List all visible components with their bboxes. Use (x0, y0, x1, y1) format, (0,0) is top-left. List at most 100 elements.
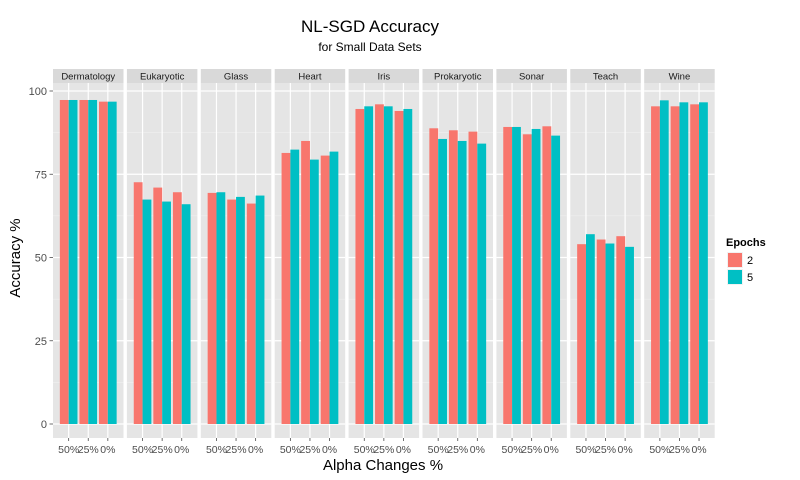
chart-title: NL-SGD Accuracy (301, 17, 439, 36)
legend-label-5: 5 (747, 272, 753, 284)
facet-panel-sonar: Sonar 50%25% 0% (496, 69, 567, 456)
bar-iris-0pct-epochs-5 (403, 108, 413, 425)
facet-panel-glass: Glass 50%25% 0% (200, 69, 272, 456)
bar-dermatology-25pct-epochs-5 (88, 99, 98, 424)
facet-strip-label: Teach (593, 72, 618, 83)
bar-wine-25pct-epochs-5 (679, 102, 689, 425)
bar-wine-25pct-epochs-2 (670, 106, 680, 425)
x-tick-label: 0% (691, 444, 706, 456)
bar-teach-50pct-epochs-5 (585, 234, 595, 424)
bar-glass-50pct-epochs-5 (216, 192, 226, 424)
bar-sonar-0pct-epochs-5 (551, 135, 561, 424)
legend: Epochs 2 5 (726, 237, 766, 285)
x-tick-label: 50% (58, 444, 79, 456)
bar-glass-25pct-epochs-5 (236, 196, 245, 424)
y-tick-label: 25 (35, 336, 47, 348)
y-tick-label: 50 (35, 253, 47, 265)
bar-heart-0pct-epochs-2 (320, 155, 330, 425)
facet-strip (644, 69, 715, 83)
bar-teach-25pct-epochs-5 (605, 243, 615, 424)
bar-wine-50pct-epochs-5 (659, 100, 669, 424)
bar-glass-0pct-epochs-2 (246, 203, 256, 424)
bar-eukaryotic-50pct-epochs-2 (133, 182, 143, 424)
facet-strip-label: Prokaryotic (434, 72, 482, 83)
facet-panel-teach: Teach 50%25% 0% (570, 69, 641, 456)
bar-glass-50pct-epochs-2 (207, 192, 217, 424)
facet-strip-label: Eukaryotic (140, 72, 185, 83)
bar-teach-0pct-epochs-2 (616, 236, 626, 424)
x-tick-label: 25% (373, 444, 394, 456)
x-axis-title: Alpha Changes % (323, 457, 443, 474)
bar-dermatology-0pct-epochs-5 (107, 101, 117, 424)
facet-strip (126, 69, 198, 83)
bar-heart-0pct-epochs-5 (329, 151, 339, 424)
facet-strip-label: Iris (378, 72, 391, 83)
x-tick-label: 50% (354, 444, 375, 456)
facet-panel-iris: Iris 50%25% 0% (348, 69, 420, 456)
facet-strip (200, 69, 272, 83)
facet-strip-label: Wine (669, 72, 691, 83)
bar-heart-25pct-epochs-2 (301, 140, 310, 424)
x-tick-label: 50% (206, 444, 227, 456)
legend-swatch-2 (728, 253, 742, 267)
bar-prokaryotic-0pct-epochs-5 (477, 143, 487, 424)
bar-prokaryotic-25pct-epochs-2 (448, 130, 458, 424)
x-tick-label: 50% (280, 444, 301, 456)
bar-sonar-25pct-epochs-5 (531, 128, 541, 424)
facet-panel-heart: Heart 50%25% 0% (274, 69, 346, 456)
x-tick-label: 0% (470, 444, 485, 456)
x-tick-label: 50% (502, 444, 523, 456)
facet-strip (422, 69, 493, 83)
bar-prokaryotic-50pct-epochs-5 (438, 138, 447, 424)
bar-iris-50pct-epochs-5 (364, 106, 374, 425)
bar-dermatology-50pct-epochs-2 (59, 99, 69, 424)
bar-wine-50pct-epochs-2 (651, 106, 660, 425)
facet-strip (274, 69, 346, 83)
facet-strip-label: Sonar (519, 72, 544, 83)
x-tick-label: 25% (447, 444, 468, 456)
x-tick-label: 50% (132, 444, 153, 456)
bar-prokaryotic-50pct-epochs-2 (429, 128, 439, 424)
bar-sonar-50pct-epochs-5 (512, 126, 521, 425)
bar-teach-25pct-epochs-2 (596, 239, 606, 424)
facet-panel-dermatology: Dermatology 50%25% 0% (53, 69, 124, 456)
y-axis: 0 25 50 75 100 (29, 86, 53, 431)
bar-dermatology-25pct-epochs-2 (79, 99, 89, 424)
bar-teach-0pct-epochs-5 (625, 246, 634, 424)
x-tick-label: 25% (299, 444, 320, 456)
y-tick-label: 0 (41, 419, 47, 431)
chart-subtitle: for Small Data Sets (318, 40, 421, 54)
bar-heart-25pct-epochs-5 (309, 159, 319, 424)
bar-iris-25pct-epochs-2 (375, 104, 384, 424)
bar-eukaryotic-25pct-epochs-5 (162, 201, 171, 424)
facet-strip (496, 69, 567, 83)
y-tick-label: 100 (29, 86, 47, 98)
x-tick-label: 0% (544, 444, 559, 456)
x-tick-label: 50% (428, 444, 449, 456)
bar-wine-0pct-epochs-2 (690, 104, 700, 424)
facet-strip (53, 69, 124, 83)
bar-teach-50pct-epochs-2 (577, 244, 586, 424)
bar-eukaryotic-0pct-epochs-2 (172, 192, 182, 424)
x-tick-label: 25% (226, 444, 247, 456)
x-tick-label: 25% (595, 444, 616, 456)
bar-iris-25pct-epochs-5 (383, 106, 393, 425)
y-axis-title: Accuracy % (7, 218, 24, 297)
facet-panel-eukaryotic: Eukaryotic 50%25% 0% (126, 69, 198, 456)
bar-iris-50pct-epochs-2 (355, 108, 365, 425)
facet-panel-prokaryotic: Prokaryotic 50%25% 0% (422, 69, 493, 456)
bar-dermatology-50pct-epochs-5 (68, 99, 78, 424)
bar-sonar-50pct-epochs-2 (503, 126, 513, 425)
x-tick-label: 25% (521, 444, 542, 456)
y-tick-label: 75 (35, 169, 47, 181)
legend-title: Epochs (726, 237, 766, 249)
x-tick-label: 0% (100, 444, 115, 456)
x-tick-label: 0% (248, 444, 263, 456)
x-tick-label: 0% (396, 444, 411, 456)
facet-panel-wine: Wine 50%25% 0% (644, 69, 715, 456)
bar-dermatology-0pct-epochs-2 (99, 101, 108, 424)
bar-wine-0pct-epochs-5 (699, 102, 708, 425)
x-tick-label: 0% (322, 444, 337, 456)
